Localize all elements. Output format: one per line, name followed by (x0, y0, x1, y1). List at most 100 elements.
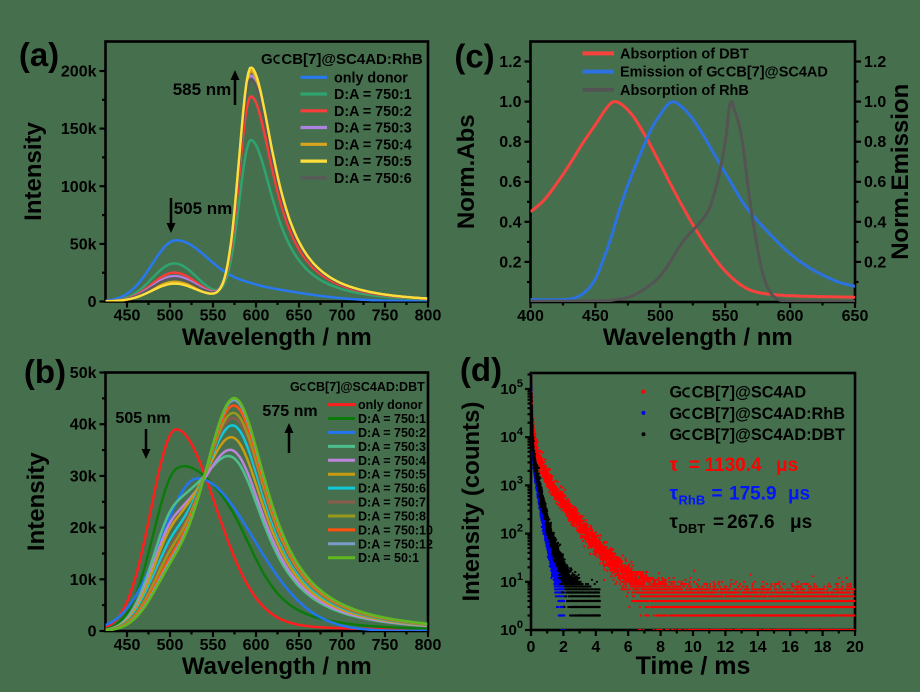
svg-text:μs: μs (788, 484, 810, 505)
svg-text:G: G (261, 51, 273, 68)
svg-text:D:A = 750:2: D:A = 750:2 (334, 104, 412, 120)
svg-text:700: 700 (329, 637, 356, 654)
svg-text:G: G (670, 384, 683, 402)
svg-text:8: 8 (656, 639, 665, 656)
svg-text:200k: 200k (61, 64, 97, 81)
svg-text:CB[7]@SC4AD:DBT: CB[7]@SC4AD:DBT (692, 426, 845, 444)
svg-text:D:A = 750:1: D:A = 750:1 (358, 412, 426, 426)
svg-text:6: 6 (624, 639, 633, 656)
svg-text:(b): (b) (24, 353, 66, 390)
svg-text:0.2: 0.2 (864, 254, 886, 271)
svg-text:100k: 100k (61, 179, 97, 196)
svg-text:G: G (670, 426, 683, 444)
svg-text:only donor: only donor (334, 70, 408, 86)
svg-text:400: 400 (517, 308, 544, 325)
svg-text:Absorption of DBT: Absorption of DBT (620, 46, 749, 62)
svg-text:τ: τ (670, 512, 679, 533)
svg-text:CB[7]@SC4AD:DBT: CB[7]@SC4AD:DBT (307, 380, 425, 394)
svg-text:2: 2 (559, 639, 568, 656)
svg-text:4: 4 (591, 639, 600, 656)
svg-text:1130.4: 1130.4 (705, 455, 762, 476)
svg-text:50k: 50k (70, 365, 97, 382)
svg-text:D:A = 750:2: D:A = 750:2 (358, 426, 426, 440)
svg-text:D:A = 750:12: D:A = 750:12 (358, 537, 433, 551)
svg-text:40k: 40k (70, 417, 97, 434)
svg-text:550: 550 (200, 308, 227, 325)
svg-text:Wavelength / nm: Wavelength / nm (603, 324, 793, 351)
svg-text:Emission of G: Emission of G (620, 65, 718, 81)
svg-text:267.6: 267.6 (727, 512, 775, 533)
svg-text:=: = (689, 455, 700, 476)
svg-text:D:A = 750:5: D:A = 750:5 (334, 154, 412, 170)
svg-text:20: 20 (846, 639, 864, 656)
svg-text:Wavelength / nm: Wavelength / nm (182, 324, 372, 351)
svg-text:CB[7]@SC4AD:RhB: CB[7]@SC4AD:RhB (692, 405, 846, 423)
svg-text:Intensity (counts): Intensity (counts) (458, 401, 485, 601)
svg-text:20k: 20k (70, 520, 97, 537)
svg-text:650: 650 (286, 637, 313, 654)
svg-text:=: = (713, 512, 724, 533)
svg-text:585 nm: 585 nm (173, 80, 232, 99)
svg-text:CB[7]@SC4AD: CB[7]@SC4AD (692, 384, 807, 402)
svg-text:500: 500 (157, 308, 184, 325)
svg-text:505 nm: 505 nm (115, 410, 170, 427)
svg-text:0: 0 (88, 624, 97, 641)
svg-text:600: 600 (243, 637, 270, 654)
svg-text:18: 18 (814, 639, 832, 656)
svg-text:G: G (670, 405, 683, 423)
svg-text:D:A = 750:8: D:A = 750:8 (358, 510, 426, 524)
svg-text:1.0: 1.0 (499, 94, 521, 111)
svg-text:0.4: 0.4 (864, 214, 886, 231)
svg-text:τ: τ (670, 484, 679, 505)
svg-text:D:A = 750:6: D:A = 750:6 (358, 482, 426, 496)
svg-text:1.2: 1.2 (499, 54, 521, 71)
svg-text:D:A = 750:6: D:A = 750:6 (334, 171, 412, 187)
svg-text:0.2: 0.2 (499, 254, 521, 271)
svg-text:D:A = 750:3: D:A = 750:3 (358, 440, 426, 454)
svg-text:450: 450 (582, 308, 609, 325)
svg-text:G: G (290, 380, 300, 394)
svg-text:(c): (c) (454, 38, 494, 75)
svg-text:D:A = 750:4: D:A = 750:4 (334, 137, 412, 153)
svg-text:575 nm: 575 nm (262, 403, 317, 420)
svg-text:12: 12 (717, 639, 735, 656)
svg-text:16: 16 (781, 639, 799, 656)
svg-text:550: 550 (200, 637, 227, 654)
svg-text:(d): (d) (460, 351, 502, 388)
svg-text:0.6: 0.6 (499, 174, 521, 191)
svg-text:Wavelength / nm: Wavelength / nm (182, 653, 372, 680)
svg-text:D:A = 750:7: D:A = 750:7 (358, 496, 426, 510)
svg-text:Absorption of RhB: Absorption of RhB (620, 83, 749, 99)
svg-text:30k: 30k (70, 468, 97, 485)
svg-text:D:A = 750:5: D:A = 750:5 (358, 468, 426, 482)
svg-text:450: 450 (114, 308, 141, 325)
svg-text:550: 550 (712, 308, 739, 325)
svg-text:750: 750 (372, 308, 399, 325)
svg-text:RhB: RhB (679, 493, 706, 508)
svg-text:500: 500 (647, 308, 674, 325)
svg-text:14: 14 (749, 639, 767, 656)
svg-text:=: = (712, 484, 723, 505)
svg-text:CB[7]@SC4AD: CB[7]@SC4AD (726, 65, 828, 81)
svg-text:Norm.Emission: Norm.Emission (887, 84, 914, 260)
svg-text:0: 0 (88, 294, 97, 311)
svg-text:10: 10 (684, 639, 702, 656)
svg-text:600: 600 (243, 308, 270, 325)
svg-text:Norm.Abs: Norm.Abs (453, 114, 480, 229)
svg-text:μs: μs (790, 512, 812, 533)
svg-text:800: 800 (415, 637, 442, 654)
svg-text:50k: 50k (70, 236, 97, 253)
svg-text:D:A = 750:4: D:A = 750:4 (358, 454, 426, 468)
svg-text:CB[7]@SC4AD:RhB: CB[7]@SC4AD:RhB (281, 51, 422, 68)
svg-text:505 nm: 505 nm (174, 199, 233, 218)
svg-text:1.2: 1.2 (864, 54, 886, 71)
svg-text:150k: 150k (61, 121, 97, 138)
svg-text:0.6: 0.6 (864, 174, 886, 191)
svg-text:0.4: 0.4 (499, 214, 521, 231)
svg-text:0: 0 (527, 639, 536, 656)
svg-text:Intensity: Intensity (23, 452, 50, 551)
svg-text:650: 650 (842, 308, 869, 325)
svg-text:only donor: only donor (358, 398, 423, 412)
svg-text:D:A = 750:3: D:A = 750:3 (334, 121, 412, 137)
svg-text:D:A = 750:10: D:A = 750:10 (358, 523, 433, 537)
